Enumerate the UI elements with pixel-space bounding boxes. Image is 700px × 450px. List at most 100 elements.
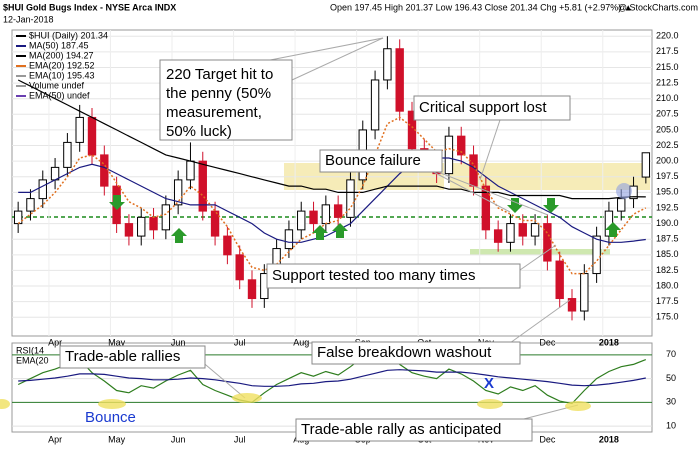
candle-body (210, 210, 220, 237)
x-tick-label: 2018 (599, 434, 619, 444)
candle-body (395, 48, 404, 112)
y-tick-label: 212.5 (656, 77, 679, 87)
annotation: Bounce (85, 409, 136, 426)
annotation-box (59, 345, 206, 369)
annotation: Trade-able rally as anticipated (301, 421, 501, 438)
pointer (479, 119, 501, 181)
candle-body (592, 235, 601, 275)
y-tick-label: 10 (666, 420, 676, 430)
candle-body (297, 210, 306, 231)
pointer (291, 37, 384, 81)
candle-body (530, 223, 540, 237)
annotation: Bounce failure (325, 152, 421, 169)
x-tick-label: Jul (234, 337, 246, 347)
pointer (419, 164, 511, 213)
candle-body (198, 160, 207, 212)
candle-body (87, 116, 97, 156)
arrow (332, 223, 348, 238)
arrow (507, 198, 523, 213)
candle-body (617, 198, 626, 212)
highlight (0, 399, 10, 409)
candle-body (370, 79, 380, 131)
candle-body (38, 179, 47, 200)
candle-body (641, 152, 651, 178)
annotation-box (266, 263, 521, 289)
y-tick-label: 182.5 (656, 265, 679, 275)
candle-body (580, 273, 589, 312)
y-tick-label: 187.5 (656, 234, 679, 244)
candle-body (100, 154, 109, 187)
candle-body (481, 185, 491, 231)
y-tick-label: 192.5 (656, 202, 679, 212)
y-tick-label: 30 (666, 397, 676, 407)
highlight (477, 399, 503, 409)
candle-body (161, 204, 171, 231)
legend-label: $HUI (Daily) 201.34 (29, 30, 108, 40)
line (17, 347, 647, 405)
y-tick-label: 175.0 (656, 312, 679, 322)
candle-body (567, 298, 577, 312)
line (17, 116, 647, 275)
annotation-box (413, 95, 571, 121)
candle-body (309, 210, 318, 225)
line (18, 369, 646, 387)
candle-body (555, 260, 564, 300)
candle-body (186, 160, 195, 181)
candle-body (75, 116, 84, 143)
y-tick-label: 217.5 (656, 46, 679, 56)
candle-body (321, 204, 331, 225)
candle-body (13, 210, 23, 225)
chart-title: $HUI Gold Bugs Index - NYSE Arca INDX (3, 2, 176, 12)
pointers (199, 37, 579, 421)
y-tick-label: 177.5 (656, 296, 679, 306)
candle-body (506, 223, 515, 243)
annotation: 220 Target hit to (166, 66, 273, 83)
candle-body (346, 179, 355, 218)
support-zone (470, 249, 610, 255)
x-tick-label: Jun (171, 434, 186, 444)
y-tick-label: 220.0 (656, 31, 679, 41)
annotation: False breakdown washout (317, 344, 492, 361)
y-tick-label: 205.0 (656, 124, 679, 134)
annotation: Critical support lost (419, 99, 547, 116)
highlight (565, 401, 591, 411)
legend-label: MA(50) 187.45 (29, 40, 89, 50)
annotation: measurement, (166, 104, 262, 121)
annotation: Trade-able rallies (65, 348, 180, 365)
candle-body (137, 216, 146, 237)
y-tick-label: 195.0 (656, 187, 679, 197)
pointer (419, 164, 549, 216)
y-tick-label: 185.0 (656, 249, 679, 259)
candle-body (493, 229, 503, 243)
pointer (509, 299, 571, 344)
y-tick-label: 207.5 (656, 109, 679, 119)
arrow (171, 228, 187, 243)
x-tick-label: Apr (48, 337, 62, 347)
legend-label: MA(200) 194.27 (29, 50, 94, 60)
candle-body (518, 223, 527, 237)
arrow (605, 222, 621, 237)
annotation: 50% luck) (166, 123, 232, 140)
candle-body (383, 48, 392, 81)
x-tick-label: Dec (539, 337, 556, 347)
annotation-box (159, 59, 293, 141)
arrow (543, 198, 559, 213)
pointer (519, 244, 557, 271)
annotation-box (319, 149, 443, 173)
annotation-box (311, 341, 521, 365)
watermark: @ StockCharts.com (618, 2, 698, 12)
legend-label: Volume undef (29, 80, 85, 90)
candle-body (223, 235, 232, 256)
rsi-label: RSI(14 (16, 345, 44, 355)
quote: Open 197.45 High 201.37 Low 196.43 Close… (330, 2, 633, 12)
y-tick-label: 190.0 (656, 218, 679, 228)
pointer (199, 359, 246, 399)
y-tick-label: 197.5 (656, 171, 679, 181)
legend-label: EMA(20) 192.52 (29, 60, 95, 70)
x-tick-label: Aug (293, 337, 309, 347)
y-tick-label: 50 (666, 373, 676, 383)
y-tick-label: 215.0 (656, 62, 679, 72)
rsi-label: EMA(20 (16, 355, 49, 365)
annotation: Support tested too many times (272, 267, 475, 284)
y-tick-label: 70 (666, 349, 676, 359)
